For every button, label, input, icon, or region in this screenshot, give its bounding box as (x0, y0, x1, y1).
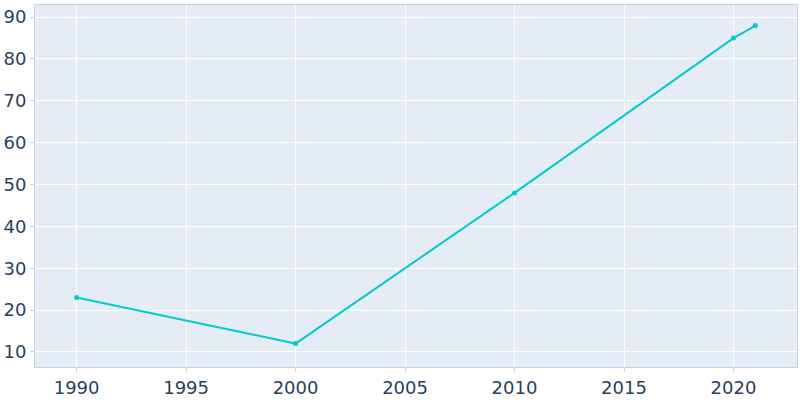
svg-text:50: 50 (3, 174, 26, 195)
svg-text:90: 90 (3, 6, 26, 27)
svg-text:2015: 2015 (601, 377, 647, 398)
svg-text:2010: 2010 (492, 377, 538, 398)
svg-text:70: 70 (3, 90, 26, 111)
svg-text:2020: 2020 (711, 377, 757, 398)
svg-text:80: 80 (3, 48, 26, 69)
svg-text:60: 60 (3, 132, 26, 153)
svg-text:2005: 2005 (382, 377, 428, 398)
svg-text:1990: 1990 (54, 377, 100, 398)
svg-text:10: 10 (3, 341, 26, 362)
svg-text:30: 30 (3, 258, 26, 279)
svg-text:2000: 2000 (273, 377, 319, 398)
svg-text:40: 40 (3, 216, 26, 237)
svg-text:1995: 1995 (163, 377, 209, 398)
svg-text:20: 20 (3, 299, 26, 320)
